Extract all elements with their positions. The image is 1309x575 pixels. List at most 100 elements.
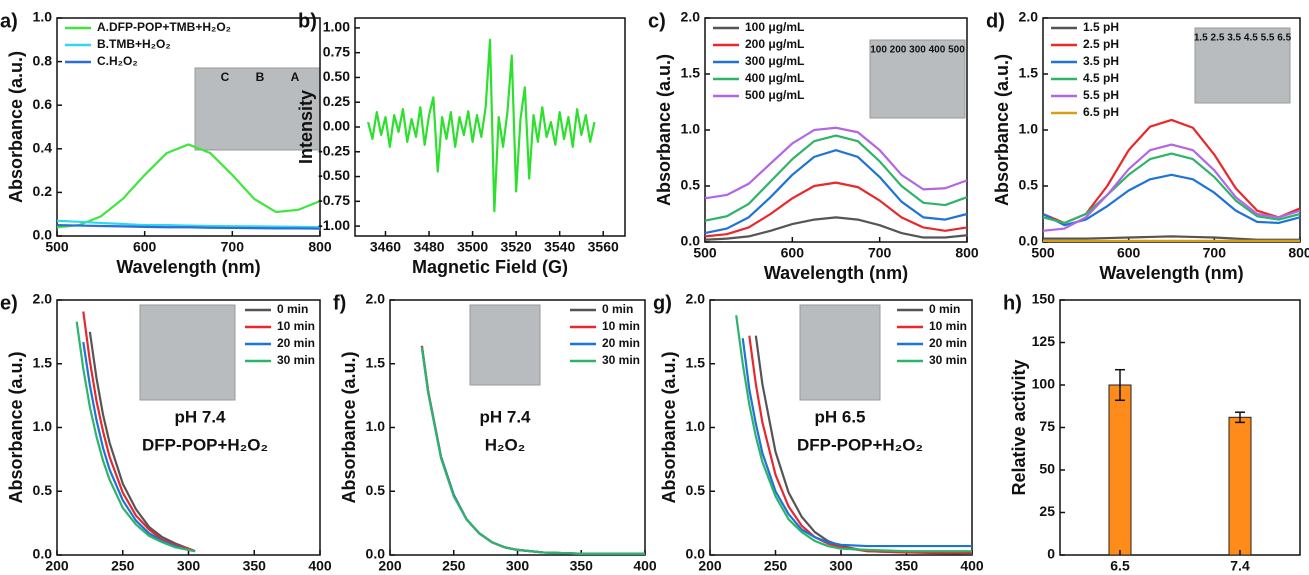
y-tick-label: 0.5 (686, 482, 706, 498)
y-axis-label: Absorbance (a.u.) (654, 54, 674, 206)
y-axis-label: Relative activity (1009, 359, 1029, 495)
x-tick-label: 3560 (588, 239, 619, 255)
inset-photo (469, 304, 541, 386)
x-tick-label: 400 (960, 558, 984, 574)
x-axis-label: Wavelength (nm) (764, 263, 908, 283)
y-tick-label: 0.6 (33, 96, 53, 112)
panel-label: b) (298, 10, 317, 32)
y-axis-label: Absorbance (a.u.) (6, 51, 26, 203)
y-tick-label: 1.5 (1019, 65, 1039, 81)
y-tick-label: -0.50 (318, 167, 350, 183)
legend-label: 10 min (602, 319, 640, 333)
legend-label: A.DFP-POP+TMB+H₂O₂ (97, 20, 231, 34)
panel-label: c) (648, 10, 666, 32)
legend-label: 0 min (929, 302, 960, 316)
error-bar (1115, 368, 1125, 402)
y-tick-label: 50 (1039, 461, 1055, 477)
legend-label: 10 min (929, 319, 967, 333)
y-axis-label: Absorbance (a.u.) (992, 54, 1012, 206)
y-tick-label: 1.5 (686, 354, 706, 370)
inset-label: 1.5 2.5 3.5 4.5 5.5 6.5 (1194, 33, 1292, 44)
data-line (56, 224, 321, 230)
x-tick-label: 500 (693, 245, 717, 261)
data-line (1042, 118, 1301, 225)
data-line (735, 315, 972, 553)
annotation: DFP-POP+H₂O₂ (797, 435, 923, 454)
x-tick-label: 350 (895, 558, 919, 574)
data-line (748, 335, 972, 554)
error-bar (1235, 411, 1245, 424)
panel-label: g) (653, 292, 672, 314)
inset-photo (194, 67, 321, 151)
annotation: DFP-POP+H₂O₂ (142, 435, 268, 454)
legend-label: 0 min (602, 302, 633, 316)
y-tick-label: 0.00 (323, 118, 350, 134)
data-line (704, 149, 968, 235)
legend-label: 30 min (602, 353, 640, 367)
inset-photo (1194, 27, 1291, 104)
inset-label: C (221, 70, 230, 84)
legend-label: 4.5 pH (1083, 71, 1119, 85)
legend-label: 400 μg/mL (745, 71, 804, 85)
y-tick-label: 1.0 (33, 9, 53, 25)
inset-label: B (256, 70, 265, 84)
y-tick-label: 25 (1039, 503, 1055, 519)
x-tick-label: 6.5 (1110, 558, 1130, 574)
x-tick-label: 250 (764, 558, 788, 574)
y-tick-label: 0.0 (1019, 233, 1039, 249)
inset-label: 100 200 300 400 500 (870, 45, 965, 56)
data-line (1042, 173, 1301, 227)
legend-label: 20 min (277, 336, 315, 350)
panel-label: a) (0, 10, 18, 32)
bar (1228, 416, 1252, 556)
inset-label: A (291, 70, 300, 84)
y-tick-label: 1.0 (366, 418, 386, 434)
y-axis-label: Intensity (296, 90, 316, 164)
legend-label: 0 min (277, 302, 308, 316)
data-line (704, 126, 968, 200)
legend-label: 10 min (277, 319, 315, 333)
y-tick-label: 75 (1039, 418, 1055, 434)
y-tick-label: 1.5 (681, 65, 701, 81)
legend-label: 200 μg/mL (745, 37, 804, 51)
y-tick-label: -0.75 (318, 192, 350, 208)
y-axis-label: Absorbance (a.u.) (659, 351, 679, 503)
legend-label: 500 μg/mL (745, 88, 804, 102)
data-line (704, 181, 968, 238)
x-tick-label: 600 (781, 245, 805, 261)
x-tick-label: 200 (378, 558, 402, 574)
annotation: pH 7.4 (479, 407, 531, 426)
y-tick-label: 0.25 (323, 93, 350, 109)
y-tick-label: 2.0 (686, 291, 706, 307)
y-tick-label: 2.0 (681, 9, 701, 25)
x-tick-label: 200 (698, 558, 722, 574)
data-line (82, 311, 196, 553)
y-tick-label: 0.75 (323, 43, 350, 59)
legend-label: 300 μg/mL (745, 54, 804, 68)
y-tick-label: 1.5 (366, 354, 386, 370)
x-tick-label: 3540 (544, 239, 575, 255)
y-tick-label: -1.00 (318, 217, 350, 233)
data-line (741, 338, 972, 548)
y-tick-label: 100 (1032, 376, 1056, 392)
inset-photo (869, 39, 966, 119)
y-tick-label: 0.8 (33, 52, 53, 68)
x-axis-label: Wavelength (nm) (116, 257, 260, 277)
legend-label: 3.5 pH (1083, 54, 1119, 68)
y-axis-label: Absorbance (a.u.) (339, 351, 359, 503)
legend-label: B.TMB+H₂O₂ (97, 37, 171, 51)
data-line (1043, 235, 1300, 241)
y-tick-label: 0.2 (33, 183, 53, 199)
data-line (56, 219, 321, 229)
panel-label: f) (333, 292, 346, 314)
x-tick-label: 300 (506, 558, 530, 574)
y-tick-label: 0.0 (681, 233, 701, 249)
x-tick-label: 250 (442, 558, 466, 574)
data-line (1042, 152, 1301, 225)
x-tick-label: 700 (221, 239, 245, 255)
x-tick-label: 600 (133, 239, 157, 255)
data-line (56, 143, 321, 229)
data-line (366, 38, 596, 213)
y-tick-label: 0.5 (681, 177, 701, 193)
